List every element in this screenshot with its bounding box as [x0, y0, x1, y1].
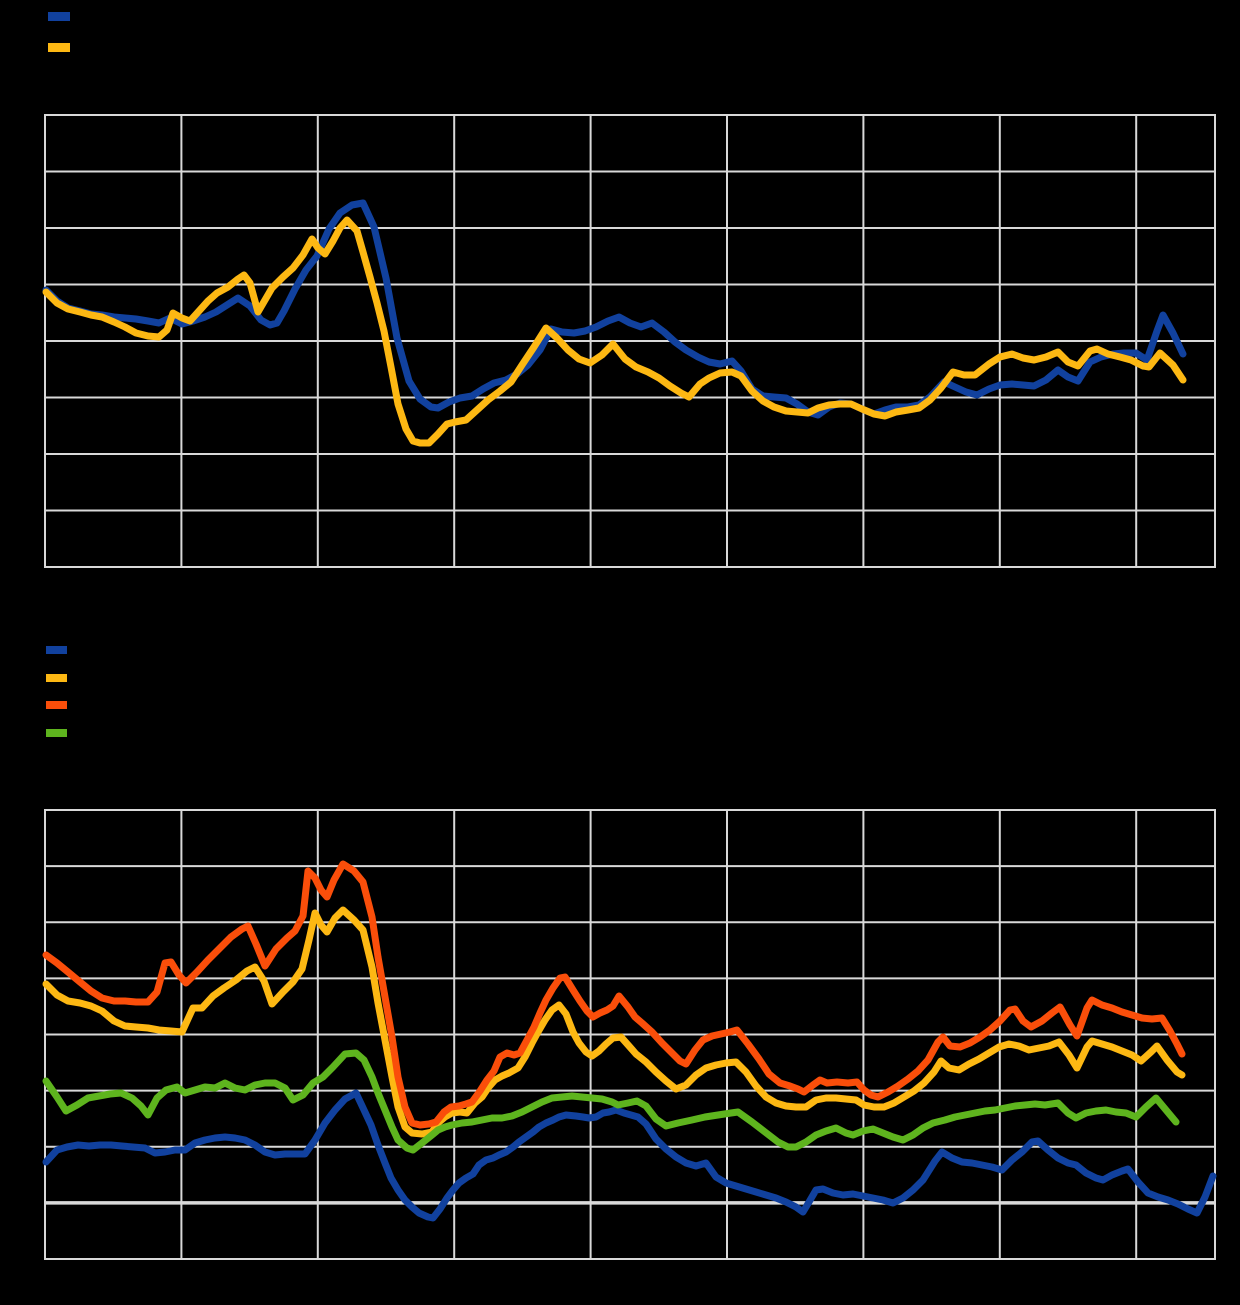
chart-2-legend-swatch-1-series-1-blue: [46, 646, 67, 654]
chart-2-legend-swatch-3-series-3-orange: [46, 701, 67, 709]
chart-1-plot-frame: [44, 114, 1216, 568]
chart-2-legend-swatch-4-series-4-green: [46, 729, 67, 737]
chart-1-legend-swatch-1-series-1-blue: [48, 12, 70, 21]
chart-2-series-green-line: [42, 1049, 1180, 1154]
chart-2-legend-swatch-2-series-2-yellow: [46, 674, 67, 682]
chart-2-series-orange-line: [42, 860, 1186, 1129]
chart-1: [42, 12, 1216, 568]
chart-1-series-blue-line: [42, 199, 1187, 419]
chart-2-series-blue-line: [42, 1089, 1217, 1222]
chart-1-series-yellow-line: [42, 216, 1187, 447]
chart-2-plot-frame: [44, 809, 1216, 1260]
chart-2: [42, 646, 1217, 1260]
chart-1-legend-swatch-2-series-2-yellow: [48, 43, 70, 52]
chart-2-series-yellow-line: [42, 906, 1186, 1138]
